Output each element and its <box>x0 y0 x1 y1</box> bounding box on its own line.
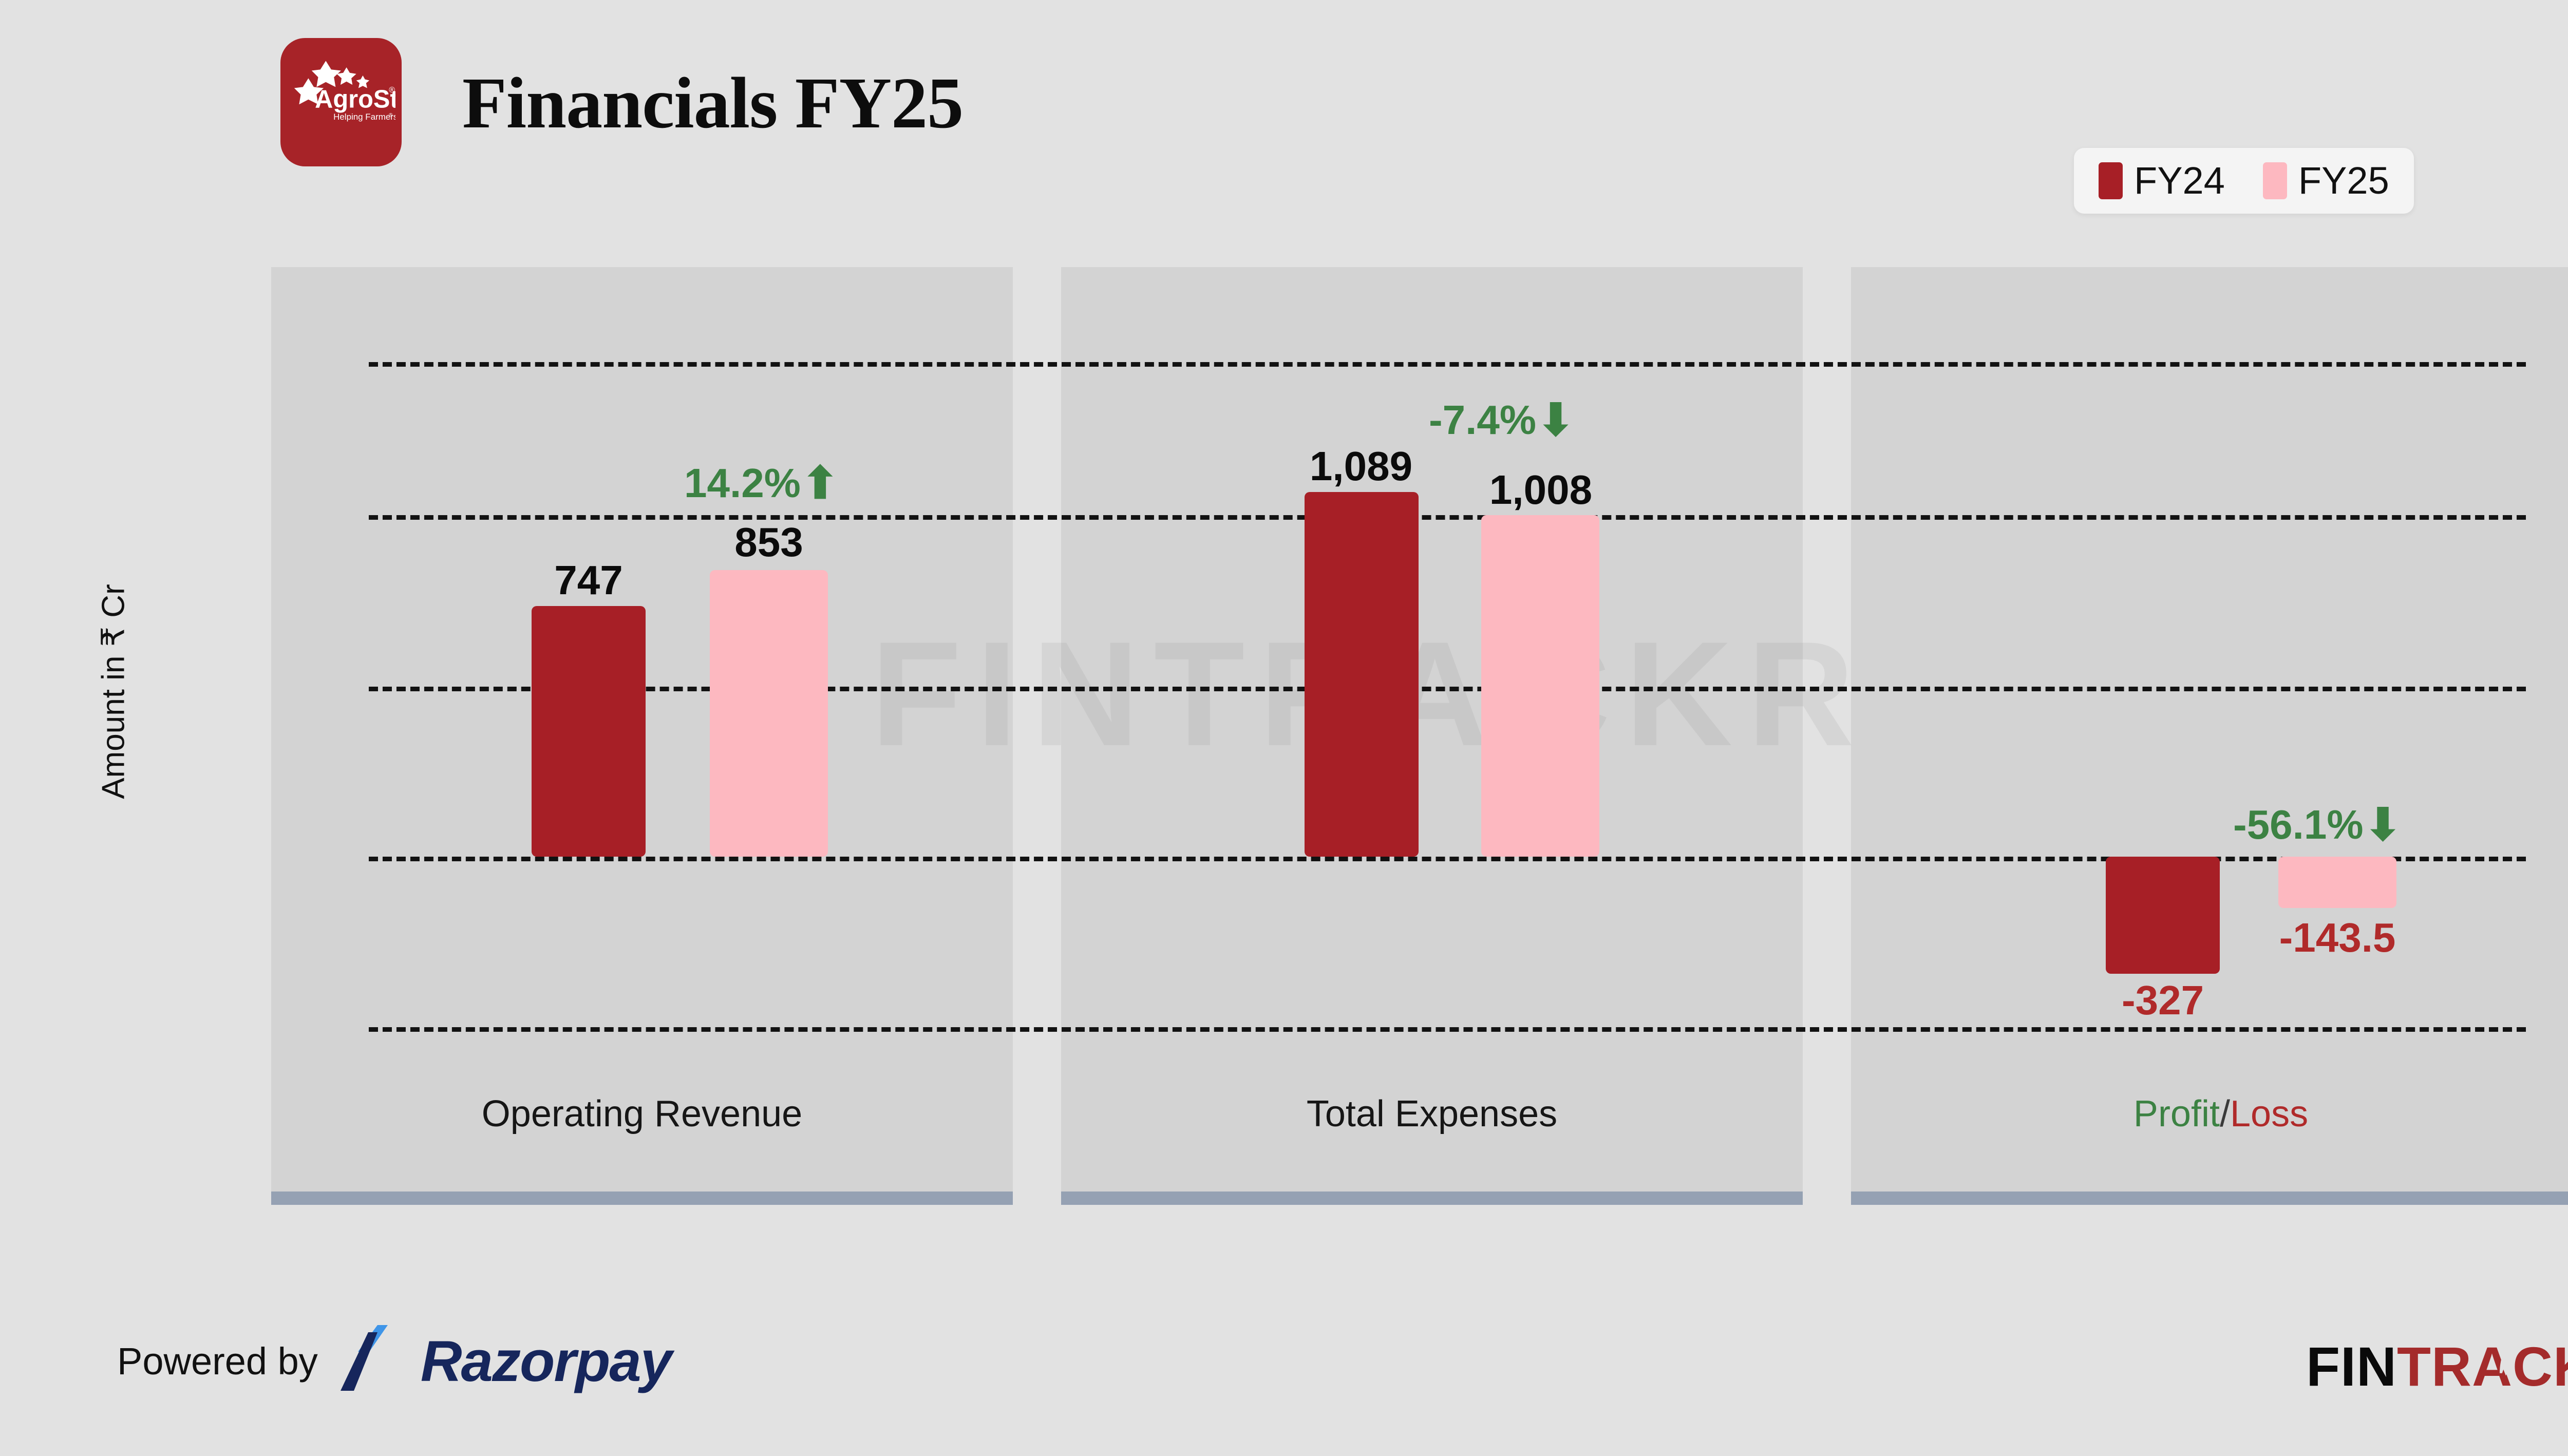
legend-item-fy24[interactable]: FY24 <box>2099 162 2225 200</box>
arrow-up-icon: ⬆ <box>801 459 839 508</box>
value-label-fy24-total-expenses: 1,089 <box>1309 443 1413 489</box>
agrostar-logo: AgroStar ® Helping Farmers Win ® <box>280 38 402 166</box>
bar-fy25-operating-revenue[interactable] <box>710 570 828 857</box>
svg-text:Helping Farmers Win: Helping Farmers Win <box>333 112 395 122</box>
delta-label-operating-revenue: 14.2% ⬆ <box>684 460 839 507</box>
panel-profit-loss <box>1851 267 2568 1192</box>
footer-left: Powered by Razorpay <box>117 1325 672 1397</box>
value-label-fy24-operating-revenue: 747 <box>554 557 623 603</box>
svg-text:AgroStar: AgroStar <box>315 86 395 114</box>
arrow-down-icon: ⬇ <box>2364 800 2402 849</box>
category-label-profit: Profit <box>2133 1093 2220 1134</box>
bar-fy24-operating-revenue[interactable] <box>532 606 646 857</box>
razorpay-mark-icon <box>340 1325 388 1391</box>
delta-label-profit-loss: -56.1% ⬇ <box>2233 801 2402 848</box>
rocket-icon <box>2500 1347 2513 1376</box>
powered-by-label: Powered by <box>117 1339 318 1383</box>
bar-fy24-profit-loss[interactable] <box>2106 857 2220 974</box>
gridline <box>369 1027 2526 1032</box>
legend-swatch-fy25 <box>2262 162 2287 199</box>
legend-label-fy25: FY25 <box>2298 159 2389 202</box>
brand-trackr-text: TRACKR <box>2397 1335 2568 1397</box>
bar-fy25-total-expenses[interactable] <box>1481 515 1599 857</box>
delta-value-operating-revenue: 14.2% <box>684 460 801 506</box>
legend-label-fy24: FY24 <box>2134 159 2225 202</box>
panel-total-expenses <box>1061 267 1803 1192</box>
brand-fin: FIN <box>2306 1335 2397 1397</box>
delta-value-total-expenses: -7.4% <box>1429 397 1536 443</box>
panel-baseline-operating-revenue <box>271 1192 1013 1205</box>
arrow-down-icon: ⬇ <box>1537 395 1575 445</box>
svg-text:®: ® <box>389 86 395 94</box>
value-label-fy24-profit-loss: -327 <box>2121 977 2204 1023</box>
razorpay-wordmark: Razorpay <box>420 1329 672 1393</box>
page-title: Financials FY25 <box>462 62 964 143</box>
gridline <box>369 515 2526 520</box>
category-label-total-expenses: Total Expenses <box>1306 1093 1558 1134</box>
gridline-zero <box>369 857 2526 861</box>
category-label-loss: Loss <box>2230 1093 2309 1134</box>
category-label-slash: / <box>2219 1093 2230 1134</box>
gridline <box>369 687 2526 691</box>
value-label-fy25-operating-revenue: 853 <box>734 519 803 565</box>
delta-label-total-expenses: -7.4% ⬇ <box>1429 396 1574 444</box>
svg-text:®: ® <box>389 112 392 118</box>
panel-baseline-profit-loss <box>1851 1192 2568 1205</box>
bar-fy25-profit-loss[interactable] <box>2278 857 2396 908</box>
legend: FY24 FY25 <box>2074 148 2414 214</box>
value-label-fy25-total-expenses: 1,008 <box>1489 467 1593 513</box>
category-label-profit-loss: Profit/Loss <box>1851 1093 2568 1135</box>
y-axis-title: Amount in ₹ Cr <box>96 584 131 799</box>
category-label-operating-revenue: Operating Revenue <box>481 1093 803 1134</box>
footer-brand: FIN TRACKR <box>2306 1334 2568 1398</box>
delta-value-profit-loss: -56.1% <box>2233 802 2364 847</box>
legend-item-fy25[interactable]: FY25 <box>2262 159 2389 202</box>
razorpay-logo: Razorpay <box>338 1325 672 1397</box>
header: AgroStar ® Helping Farmers Win ® Financi… <box>0 0 2568 257</box>
value-label-fy25-profit-loss: -143.5 <box>2279 915 2396 960</box>
brand-trackr: TRACKR <box>2397 1334 2568 1398</box>
agrostar-logo-mark: AgroStar ® Helping Farmers Win ® <box>294 61 395 122</box>
panel-baseline-total-expenses <box>1061 1192 1803 1205</box>
gridline <box>369 362 2526 367</box>
legend-swatch-fy24 <box>2099 162 2123 199</box>
bar-fy24-total-expenses[interactable] <box>1305 492 1419 857</box>
